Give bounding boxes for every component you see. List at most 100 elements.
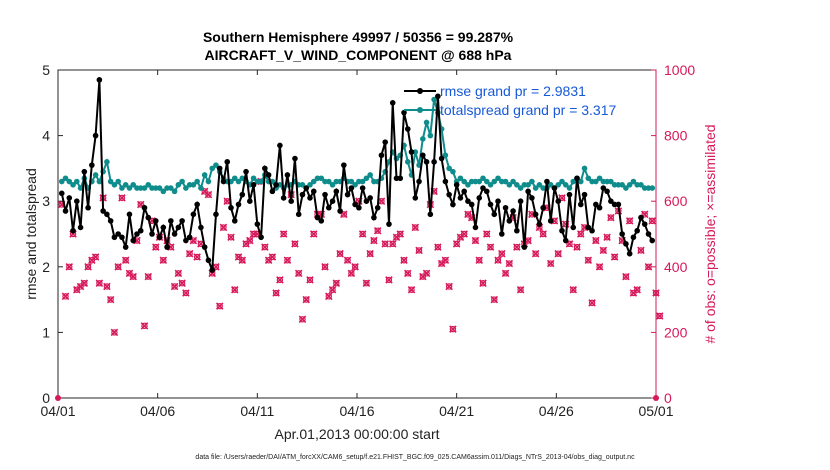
rmse-series-point (243, 168, 249, 175)
obs-possible-marker (265, 257, 272, 264)
rmse-series-point (70, 227, 76, 234)
spread-series-point (198, 185, 204, 191)
obs-point (486, 243, 495, 251)
rmse-series-point (141, 204, 148, 211)
rmse-series-point (401, 109, 407, 116)
obs-point (118, 194, 126, 202)
obs-point (61, 292, 70, 301)
obs-point (309, 230, 318, 238)
rmse-series-point (273, 182, 279, 188)
obs-possible-marker (645, 263, 652, 270)
y-left-tick-label: 5 (42, 62, 50, 78)
obs-possible-marker (175, 270, 182, 277)
obs-point (332, 279, 341, 287)
spread-series-point (495, 175, 501, 182)
rmse-series-point (337, 208, 343, 214)
rmse-series-point (66, 195, 73, 201)
obs-point (121, 256, 130, 265)
rmse-series-point (593, 201, 599, 208)
obs-possible-marker (547, 260, 554, 267)
obs-possible-marker (532, 250, 539, 257)
spread-series-point (562, 182, 569, 188)
obs-possible-marker (246, 237, 254, 244)
spread-series-point (258, 178, 264, 185)
obs-point (449, 325, 457, 333)
spread-series-point (566, 185, 573, 191)
obs-point (475, 256, 483, 265)
obs-possible-marker (73, 286, 81, 293)
spread-series-point (532, 185, 539, 191)
y-right-tick-label: 800 (664, 128, 688, 144)
obs-point (584, 256, 593, 265)
rmse-series-point (250, 182, 257, 188)
obs-possible-marker (588, 299, 596, 307)
plot-area: 04/01 04/06 04/11 04/16 04/21 04/26 05/0101234… (40, 62, 695, 419)
rmse-series-point (119, 234, 125, 241)
obs-possible-marker (464, 211, 472, 218)
rmse-series-point (423, 159, 430, 165)
obs-point (174, 269, 183, 278)
obs-point (185, 249, 194, 258)
rmse-series-point (318, 218, 325, 224)
obs-possible-marker (190, 237, 197, 244)
obs-point (505, 259, 514, 268)
rmse-series-point (160, 224, 167, 231)
obs-point (246, 236, 254, 245)
obs-possible-marker (201, 188, 208, 195)
rmse-series-point (235, 201, 242, 208)
obs-point (415, 246, 423, 255)
rmse-series-point (374, 204, 381, 211)
obs-point (106, 295, 115, 304)
obs-point (404, 269, 412, 278)
spread-series-point (77, 185, 84, 191)
obs-possible-marker (344, 257, 351, 264)
x-tick-label: 04/21 (439, 403, 474, 419)
obs-point (152, 243, 160, 251)
obs-possible-marker (242, 240, 250, 248)
rmse-series-point (544, 178, 550, 185)
rmse-series-point (547, 218, 554, 224)
rmse-series-point (292, 155, 298, 162)
obs-possible-marker (111, 329, 118, 336)
obs-point (577, 230, 585, 238)
rmse-series-point (171, 231, 178, 237)
rmse-series-point (397, 175, 404, 182)
spread-series-point (130, 182, 137, 188)
rmse-series-point (634, 227, 640, 234)
rmse-series-point (416, 178, 422, 185)
obs-possible-marker (122, 257, 129, 264)
obs-point (422, 269, 431, 278)
rmse-series-point (231, 218, 238, 224)
obs-point (607, 213, 615, 222)
obs-possible-marker (434, 243, 442, 251)
obs-possible-marker (336, 250, 344, 257)
x-tick-label: 04/06 (140, 403, 175, 419)
obs-possible-marker (517, 286, 524, 293)
y-left-tick-label: 2 (42, 259, 50, 275)
spread-series-point (581, 165, 588, 172)
spread-series-point (352, 182, 358, 188)
obs-point (400, 256, 408, 265)
obs-possible-marker (445, 283, 453, 290)
spread-series-point (570, 178, 577, 185)
obs-possible-marker (239, 257, 246, 264)
spread-series-point (596, 175, 603, 182)
spread-series-point (529, 178, 535, 185)
obs-possible-marker (498, 250, 505, 257)
rmse-series-point (314, 214, 321, 221)
spread-series-point (171, 188, 178, 195)
obs-point (434, 243, 442, 251)
obs-point (407, 285, 416, 294)
obs-possible-marker (415, 247, 423, 254)
rmse-series-point (130, 237, 137, 244)
obs-possible-marker (363, 280, 370, 287)
obs-possible-marker (77, 283, 84, 290)
spread-series-point (156, 185, 163, 191)
obs-possible-marker (351, 263, 359, 270)
rmse-series-point (322, 191, 328, 198)
rmse-series-point (247, 198, 253, 204)
obs-possible-marker (178, 280, 186, 287)
obs-possible-marker (103, 283, 111, 290)
obs-point (95, 279, 104, 287)
rmse-series-point (480, 185, 486, 191)
